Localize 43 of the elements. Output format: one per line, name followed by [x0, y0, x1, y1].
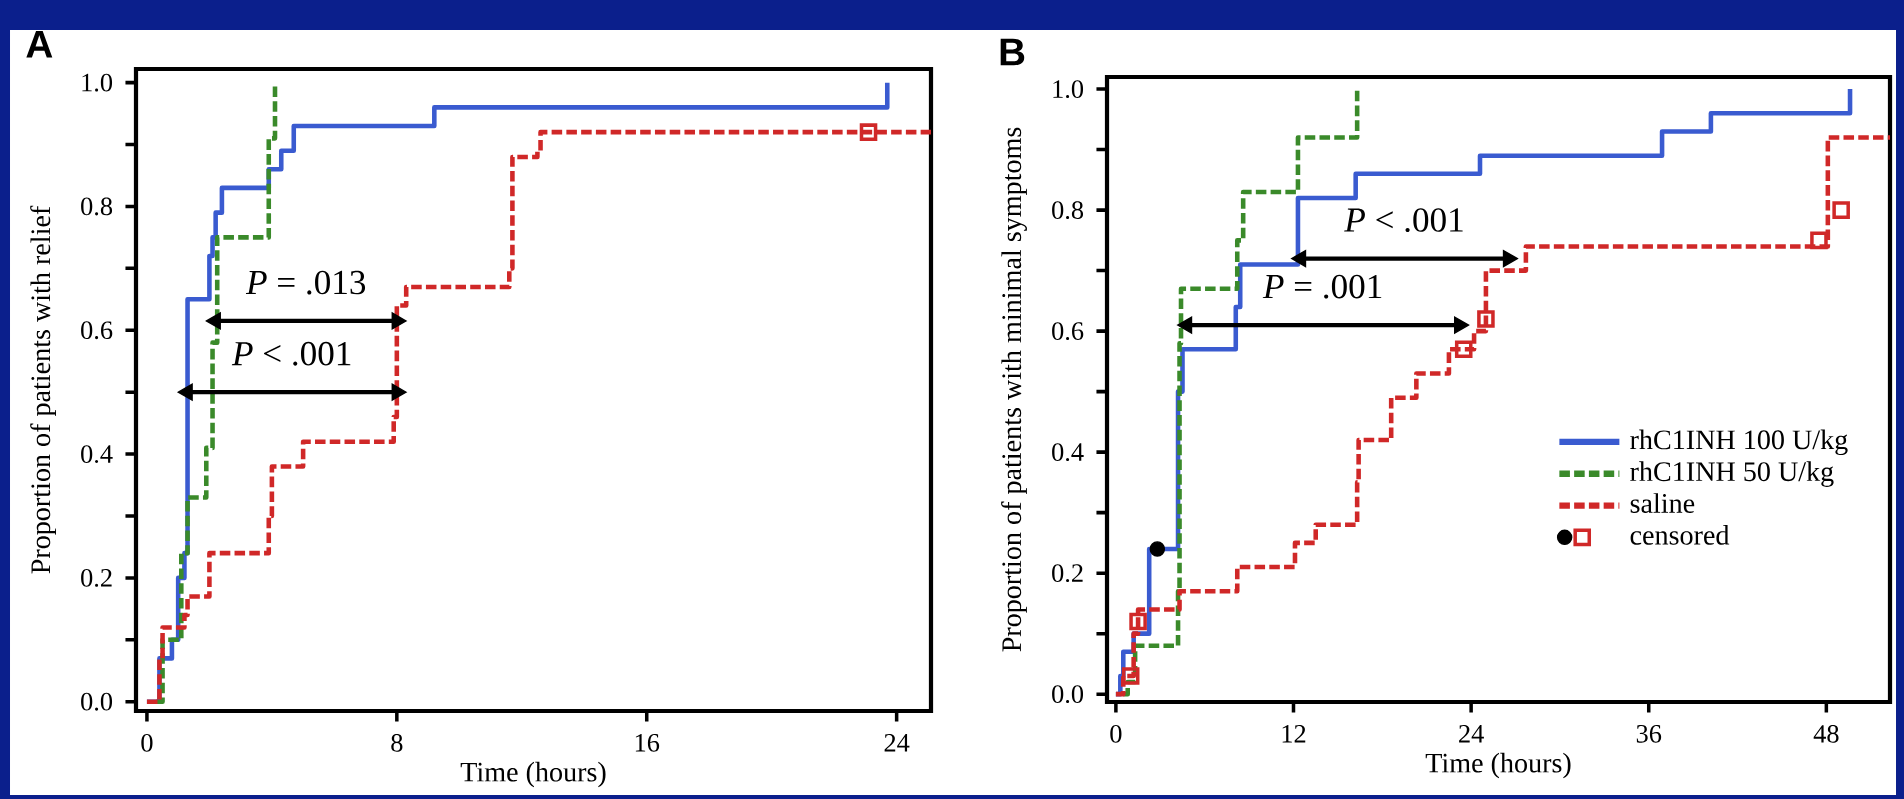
x-tick-label: 0: [1110, 724, 1122, 743]
annotation: P = .013: [245, 270, 366, 295]
point: [1477, 310, 1495, 328]
y-tick-label: 0.8: [1052, 201, 1084, 220]
point: [1810, 231, 1828, 250]
x-tick-label: 36: [1636, 724, 1662, 743]
annotation: P = .001: [1262, 274, 1382, 299]
annotation: P < .001: [231, 341, 351, 366]
y-tick-label: 0.2: [81, 568, 112, 587]
x-tick-label: 8: [391, 733, 403, 752]
y-tick-label: 0.6: [1052, 322, 1084, 341]
x-axis-title: Time (hours): [1425, 752, 1571, 779]
y-tick-label: 0.8: [81, 197, 113, 216]
chart-title: A: [26, 30, 53, 58]
chart-title: B: [1000, 38, 1025, 66]
y-tick-label: 0.0: [81, 692, 113, 711]
y-tick-label: 0.2: [1052, 564, 1083, 583]
legend-label: saline: [1630, 493, 1695, 513]
x-tick-label: 24: [1459, 724, 1484, 743]
y-axis-title: Proportion of patients with minimal symptoms: [1001, 127, 1027, 652]
y-tick-label: 0.4: [81, 445, 113, 464]
legend-label: rhC1INH 50 U/kg: [1630, 461, 1834, 487]
legend-label: censored: [1630, 524, 1730, 545]
y-axis-title: Proportion of patients with relief: [30, 205, 56, 574]
point: [1149, 541, 1166, 557]
x-axis-title: Time (hours): [460, 761, 606, 788]
y-tick-label: 0.0: [1052, 685, 1084, 704]
point: [1121, 667, 1140, 685]
y-tick-label: 1.0: [1053, 80, 1084, 99]
y-tick-label: 0.6: [81, 321, 113, 340]
y-tick-label: 0.4: [1052, 443, 1084, 462]
x-tick-label: 12: [1282, 724, 1306, 743]
annotation: P < .001: [1344, 208, 1463, 233]
x-tick-label: 16: [635, 733, 660, 752]
x-tick-label: 0: [141, 733, 153, 752]
point: [859, 123, 878, 141]
y-tick-label: 1.0: [82, 73, 113, 92]
legend-label: rhC1INH 100 U/kg: [1630, 429, 1848, 456]
point: [1454, 340, 1473, 359]
point: [1832, 201, 1850, 219]
point: [1129, 612, 1147, 631]
x-tick-label: 24: [884, 733, 910, 752]
x-tick-label: 48: [1813, 724, 1839, 743]
